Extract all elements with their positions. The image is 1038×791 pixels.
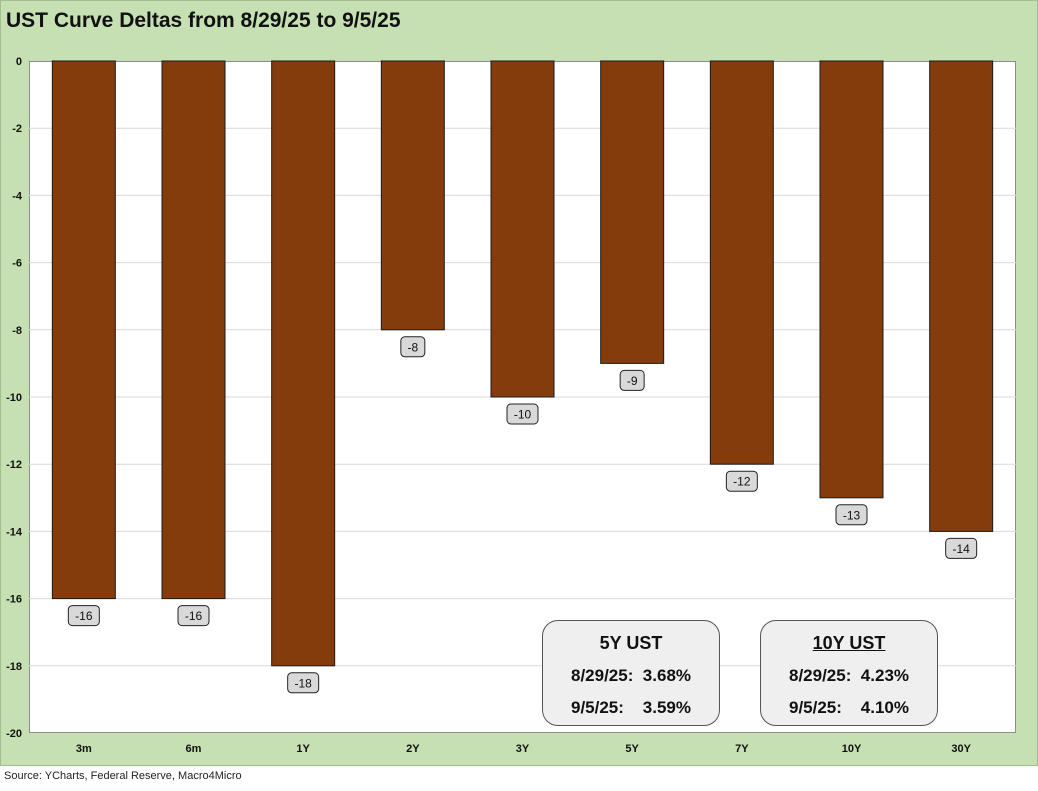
callout-5y-row-1: 8/29/25: 3.68% — [570, 666, 692, 685]
bar-6m — [161, 60, 226, 600]
bar-1y — [271, 60, 336, 667]
data-label: -9 — [627, 374, 638, 388]
bar-3y — [490, 60, 555, 398]
bars — [51, 60, 994, 667]
data-label-box — [619, 369, 645, 391]
data-label: -8 — [407, 340, 418, 354]
chart-title: UST Curve Deltas from 8/29/25 to 9/5/25 — [6, 9, 401, 32]
x-tick-label: 5Y — [625, 743, 639, 755]
callout-5y-row-2: 9/5/25: 3.59% — [570, 698, 692, 717]
y-tick-label: -16 — [6, 594, 22, 606]
y-tick-label: -18 — [6, 661, 22, 673]
data-label: -18 — [294, 676, 312, 690]
data-label-box — [835, 504, 868, 526]
data-label-box — [400, 336, 426, 358]
y-tick-label: -20 — [6, 728, 22, 740]
data-label-box — [506, 403, 539, 425]
bar-3m — [51, 60, 116, 600]
callout-10y-row-1: 8/29/25: 4.23% — [788, 666, 910, 685]
callout-10y-title: 10Y UST — [812, 633, 886, 653]
x-tick-label: 3Y — [516, 743, 530, 755]
callout-10y-row-2: 9/5/25: 4.10% — [788, 698, 910, 717]
x-tick-label: 30Y — [951, 743, 971, 755]
y-tick-label: -6 — [12, 258, 22, 270]
bar-7y — [709, 60, 774, 465]
x-tick-label: 10Y — [842, 743, 862, 755]
data-label: -16 — [75, 609, 93, 623]
bar-10y — [819, 60, 884, 499]
x-tick-label: 7Y — [735, 743, 749, 755]
data-label: -10 — [514, 408, 532, 422]
x-tick-label: 3m — [76, 743, 92, 755]
callout-10y-ust: 10Y UST 8/29/25: 4.23% 9/5/25: 4.10% — [760, 620, 938, 726]
y-tick-label: -2 — [12, 123, 22, 135]
bar-30y — [929, 60, 994, 532]
data-label-box — [177, 605, 210, 627]
data-label: -16 — [185, 609, 203, 623]
callout-5y-title: 5Y UST — [599, 633, 663, 653]
x-axis-ticks: 3m 6m 1Y 2Y 3Y 5Y 7Y 10Y 30Y — [76, 743, 972, 755]
data-label-box — [287, 672, 320, 694]
data-label-box — [67, 605, 100, 627]
data-label: -13 — [843, 508, 861, 522]
data-label: -12 — [733, 475, 751, 489]
y-tick-label: -4 — [12, 190, 23, 202]
data-label: -14 — [952, 542, 970, 556]
callout-5y-ust: 5Y UST 8/29/25: 3.68% 9/5/25: 3.59% — [542, 620, 720, 726]
data-labels: -16 -16 -18 -8 -10 -9 -12 -13 -14 — [67, 336, 978, 694]
bar-2y — [380, 60, 445, 331]
bar-5y — [600, 60, 665, 364]
data-label-box — [725, 470, 758, 492]
y-tick-label: 0 — [16, 56, 22, 68]
y-tick-label: -10 — [6, 392, 22, 404]
x-tick-label: 1Y — [296, 743, 310, 755]
y-tick-label: -12 — [6, 459, 22, 471]
x-tick-label: 6m — [186, 743, 202, 755]
source-note: Source: YCharts, Federal Reserve, Macro4… — [4, 770, 242, 782]
data-label-box — [945, 537, 978, 559]
y-tick-label: -8 — [12, 325, 22, 337]
x-tick-label: 2Y — [406, 743, 420, 755]
y-tick-label: -14 — [6, 526, 23, 538]
y-axis-ticks: 0 -2 -4 -6 -8 -10 -12 -14 -16 -18 -20 — [6, 56, 23, 740]
